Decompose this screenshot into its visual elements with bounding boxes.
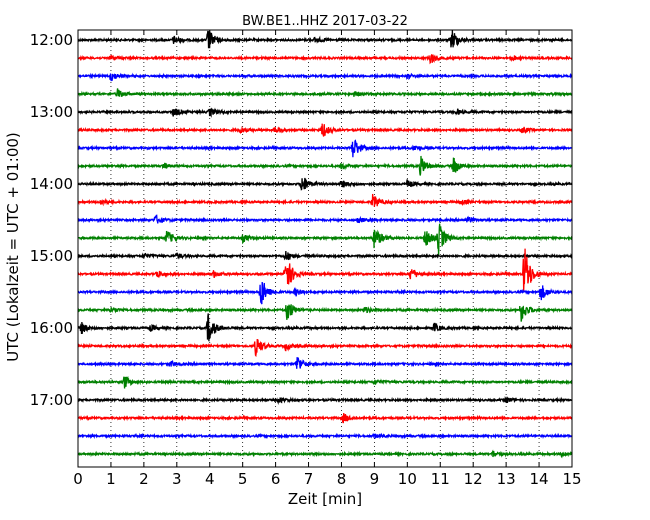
x-tick-label: 2 (139, 470, 149, 488)
y-tick-label: 12:00 (30, 31, 73, 49)
y-tick-label: 15:00 (30, 247, 73, 265)
seismic-trace (77, 432, 573, 440)
seismic-trace (77, 248, 573, 292)
x-tick-label: 4 (205, 470, 215, 488)
x-axis-label: Zeit [min] (288, 490, 362, 508)
seismic-trace (77, 177, 573, 191)
seismic-trace (77, 338, 573, 358)
seismic-trace (77, 107, 573, 118)
tick-layer: 0 1 2 3 4 5 6 7 8 9 10 11 12 13 14 1512:0013:0014:0015:… (30, 30, 582, 488)
seismic-trace (77, 413, 573, 424)
seismic-trace (77, 88, 573, 98)
y-tick-label: 13:00 (30, 103, 73, 121)
x-tick-label: 9 (370, 470, 380, 488)
seismic-trace (77, 155, 573, 176)
grid-layer (110, 30, 540, 467)
plot-frame (77, 29, 573, 468)
seismic-trace (77, 214, 573, 224)
x-tick-label: 11 (431, 470, 450, 488)
seismic-trace (77, 139, 573, 158)
trace-layer (77, 30, 573, 459)
chart-title: BW.BE1..HHZ 2017-03-22 (242, 14, 408, 29)
x-tick-label: 6 (271, 470, 281, 488)
x-tick-label: 14 (530, 470, 549, 488)
x-tick-label: 12 (464, 470, 483, 488)
seismic-trace (77, 449, 573, 459)
seismic-trace (77, 123, 573, 137)
seismic-trace (77, 357, 573, 369)
seismic-trace (77, 376, 573, 389)
x-tick-label: 0 (73, 470, 83, 488)
seismic-trace (77, 30, 573, 49)
seismic-trace (77, 53, 573, 65)
x-tick-label: 13 (497, 470, 516, 488)
y-tick-label: 16:00 (30, 319, 73, 337)
seismic-trace (77, 223, 573, 255)
x-tick-label: 10 (398, 470, 417, 488)
seismic-trace (77, 250, 573, 261)
x-tick-label: 3 (172, 470, 182, 488)
seismic-trace (77, 304, 573, 322)
x-tick-label: 7 (304, 470, 314, 488)
x-tick-label: 5 (238, 470, 248, 488)
seismic-trace (77, 193, 573, 207)
seismic-trace (77, 281, 573, 305)
y-tick-label: 14:00 (30, 175, 73, 193)
seismic-trace (77, 72, 573, 82)
y-axis-label: UTC (Lokalzeit = UTC + 01:00) (4, 132, 22, 362)
seismic-trace (77, 313, 573, 342)
y-tick-label: 17:00 (30, 391, 73, 409)
x-tick-label: 15 (562, 470, 581, 488)
x-tick-label: 8 (337, 470, 347, 488)
seismic-trace (77, 396, 573, 405)
x-tick-label: 1 (106, 470, 116, 488)
